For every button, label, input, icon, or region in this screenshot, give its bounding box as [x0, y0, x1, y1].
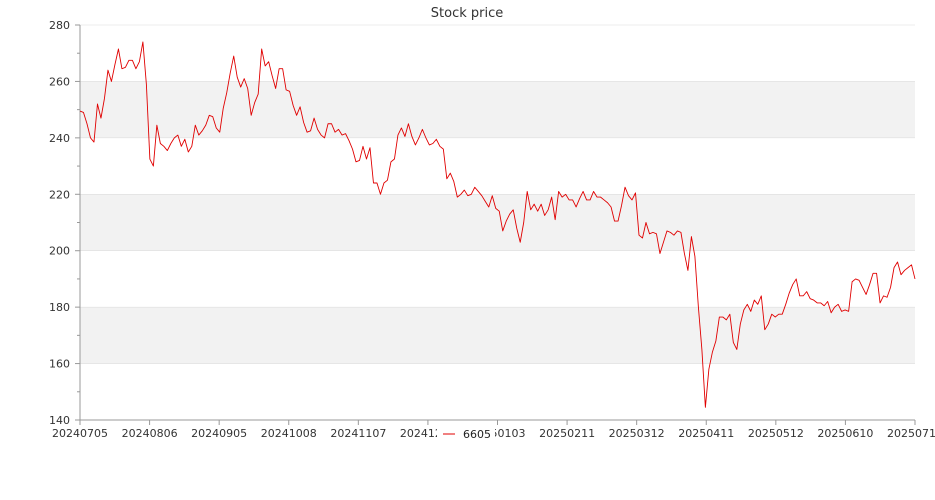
grid-band [80, 81, 915, 138]
x-tick-label: 20250411 [678, 427, 734, 440]
grid-lines [80, 24, 915, 421]
y-tick-label: 240 [49, 132, 70, 145]
y-tick-label: 200 [49, 245, 70, 258]
y-tick-label: 140 [49, 414, 70, 427]
x-tick-label: 20241008 [261, 427, 317, 440]
x-tick-label: 20240806 [122, 427, 178, 440]
x-tick-label: 20250710 [887, 427, 935, 440]
series-line-6605 [79, 41, 916, 408]
x-tick-label: 20241107 [330, 427, 386, 440]
y-tick-label: 260 [49, 75, 70, 88]
x-tick-label: 20240905 [191, 427, 247, 440]
x-tick-label: 20250512 [748, 427, 804, 440]
legend-box [437, 424, 495, 442]
y-axis-ticks: 140 160 180 200 220 240 260 280 [49, 19, 80, 427]
series-group [79, 41, 916, 408]
y-tick-label: 180 [49, 301, 70, 314]
grid-band [80, 194, 915, 251]
legend: 6605 [437, 424, 495, 442]
x-tick-label: 20250211 [539, 427, 595, 440]
grid-band [80, 307, 915, 364]
y-tick-label: 220 [49, 188, 70, 201]
x-tick-label: 20250610 [817, 427, 873, 440]
x-tick-label: 20250312 [609, 427, 665, 440]
legend-label: 6605 [463, 428, 491, 441]
y-tick-label: 280 [49, 19, 70, 32]
x-tick-label: 20240705 [52, 427, 108, 440]
y-tick-label: 160 [49, 358, 70, 371]
chart-title: Stock price [431, 6, 503, 21]
grid-bands [80, 81, 915, 364]
